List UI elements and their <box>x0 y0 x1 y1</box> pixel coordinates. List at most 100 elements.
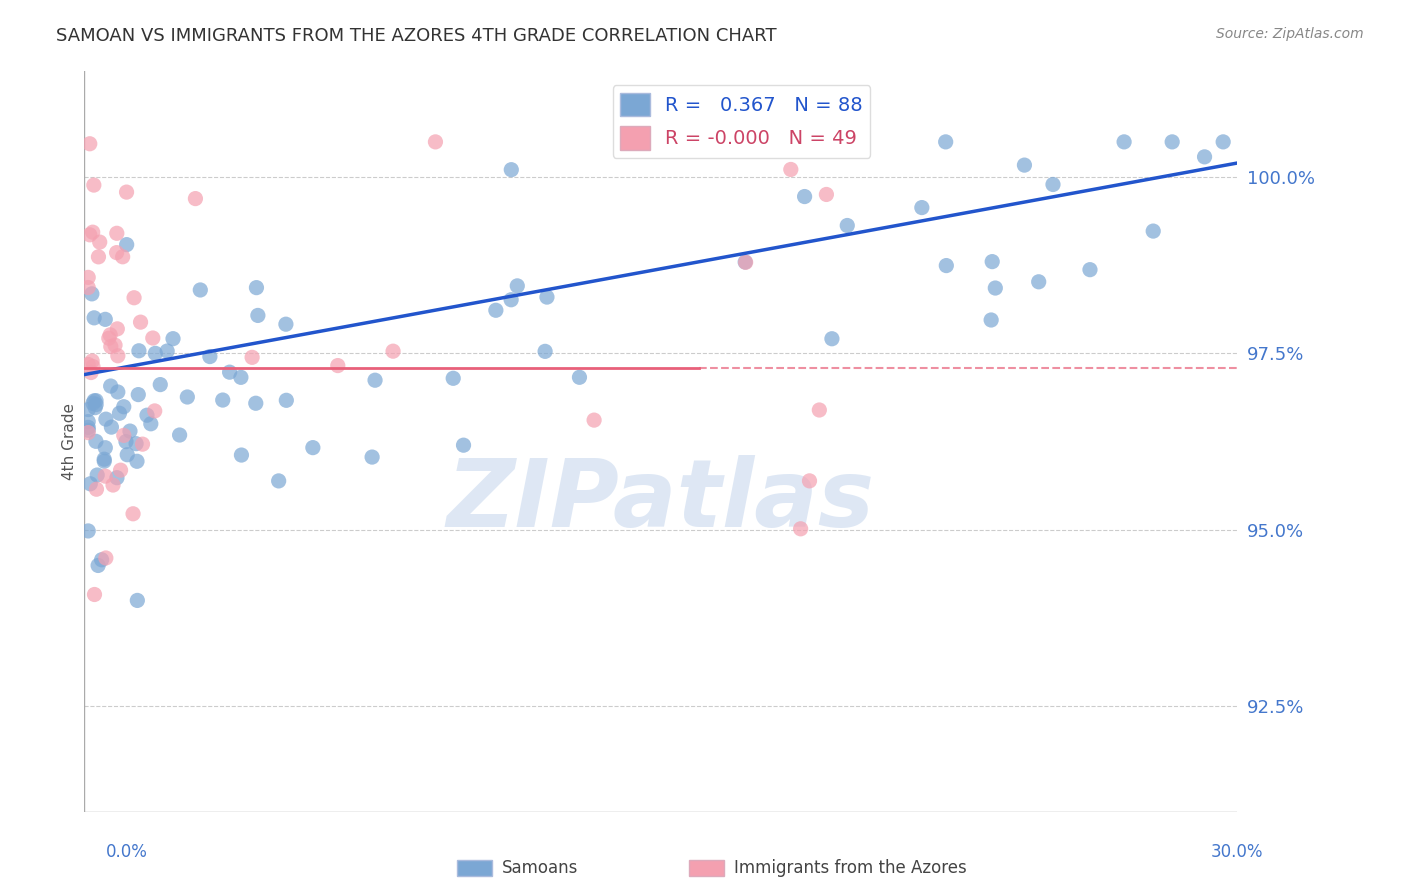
Point <box>84 398 107 412</box>
Point <box>84 393 107 408</box>
Point <box>93 454 115 468</box>
Point <box>240 351 263 365</box>
Point <box>129 315 152 329</box>
Point <box>89 235 111 249</box>
Point <box>361 450 384 464</box>
Point <box>382 344 405 359</box>
Point <box>231 448 253 462</box>
Point <box>821 332 844 346</box>
Point <box>125 454 148 468</box>
Point <box>1161 135 1184 149</box>
Point <box>817 135 839 149</box>
Point <box>837 219 859 233</box>
Point <box>105 471 128 485</box>
Point <box>425 135 447 149</box>
Point <box>100 379 122 393</box>
Point <box>100 340 122 354</box>
Point <box>131 437 153 451</box>
Point <box>534 344 557 359</box>
Point <box>793 189 815 203</box>
Point <box>1142 224 1164 238</box>
Point <box>267 474 290 488</box>
Point <box>198 350 221 364</box>
Point <box>83 178 105 192</box>
Point <box>501 162 523 177</box>
Point <box>583 413 606 427</box>
Point <box>808 403 831 417</box>
Point <box>156 344 179 359</box>
Point <box>77 280 100 294</box>
Point <box>364 373 387 387</box>
Point <box>77 270 100 285</box>
Point <box>127 593 149 607</box>
Text: Samoans: Samoans <box>502 859 578 877</box>
Point <box>935 135 957 149</box>
Point <box>82 225 104 239</box>
Text: SAMOAN VS IMMIGRANTS FROM THE AZORES 4TH GRADE CORRELATION CHART: SAMOAN VS IMMIGRANTS FROM THE AZORES 4TH… <box>56 27 778 45</box>
Point <box>911 201 934 215</box>
Point <box>211 392 233 407</box>
Point <box>276 393 298 408</box>
Point <box>136 408 159 422</box>
Point <box>568 370 591 384</box>
Point <box>274 317 297 331</box>
Point <box>128 343 150 358</box>
Point <box>86 468 108 483</box>
Point <box>162 332 184 346</box>
Point <box>115 434 138 449</box>
Point <box>485 303 508 318</box>
Point <box>501 293 523 307</box>
Point <box>1212 135 1234 149</box>
Point <box>80 366 103 380</box>
Point <box>125 436 148 450</box>
Point <box>90 553 112 567</box>
Point <box>94 441 117 455</box>
Point <box>82 354 104 368</box>
Point <box>77 402 100 417</box>
Point <box>94 412 117 426</box>
Point <box>1042 178 1064 192</box>
Point <box>84 434 107 449</box>
Point <box>122 291 145 305</box>
Point <box>935 259 957 273</box>
Point <box>79 476 101 491</box>
Point <box>984 281 1007 295</box>
Point <box>246 309 269 323</box>
Text: Source: ZipAtlas.com: Source: ZipAtlas.com <box>1216 27 1364 41</box>
Point <box>83 393 105 408</box>
Point <box>980 313 1002 327</box>
Point <box>93 452 115 467</box>
Text: Immigrants from the Azores: Immigrants from the Azores <box>734 859 967 877</box>
Point <box>105 227 128 241</box>
Point <box>111 250 134 264</box>
Point <box>441 371 464 385</box>
Point <box>143 404 166 418</box>
Point <box>77 423 100 437</box>
Point <box>815 187 838 202</box>
Point <box>779 162 801 177</box>
Point <box>80 286 103 301</box>
Point <box>82 359 104 374</box>
Point <box>87 250 110 264</box>
Point <box>77 425 100 440</box>
Point <box>79 136 101 151</box>
Point <box>84 401 107 415</box>
Point <box>97 331 120 345</box>
Point <box>77 524 100 538</box>
Point <box>734 255 756 269</box>
Point <box>118 424 141 438</box>
Point <box>110 463 132 477</box>
Point <box>506 278 529 293</box>
Point <box>1114 135 1136 149</box>
Y-axis label: 4th Grade: 4th Grade <box>62 403 77 480</box>
Legend: R =   0.367   N = 88, R = -0.000   N = 49: R = 0.367 N = 88, R = -0.000 N = 49 <box>613 85 870 158</box>
Point <box>79 227 101 242</box>
Point <box>1194 150 1216 164</box>
Point <box>981 254 1004 268</box>
Point <box>83 587 105 601</box>
Point <box>115 185 138 199</box>
Point <box>77 420 100 434</box>
Point <box>453 438 475 452</box>
Point <box>218 365 240 379</box>
Point <box>229 370 252 384</box>
